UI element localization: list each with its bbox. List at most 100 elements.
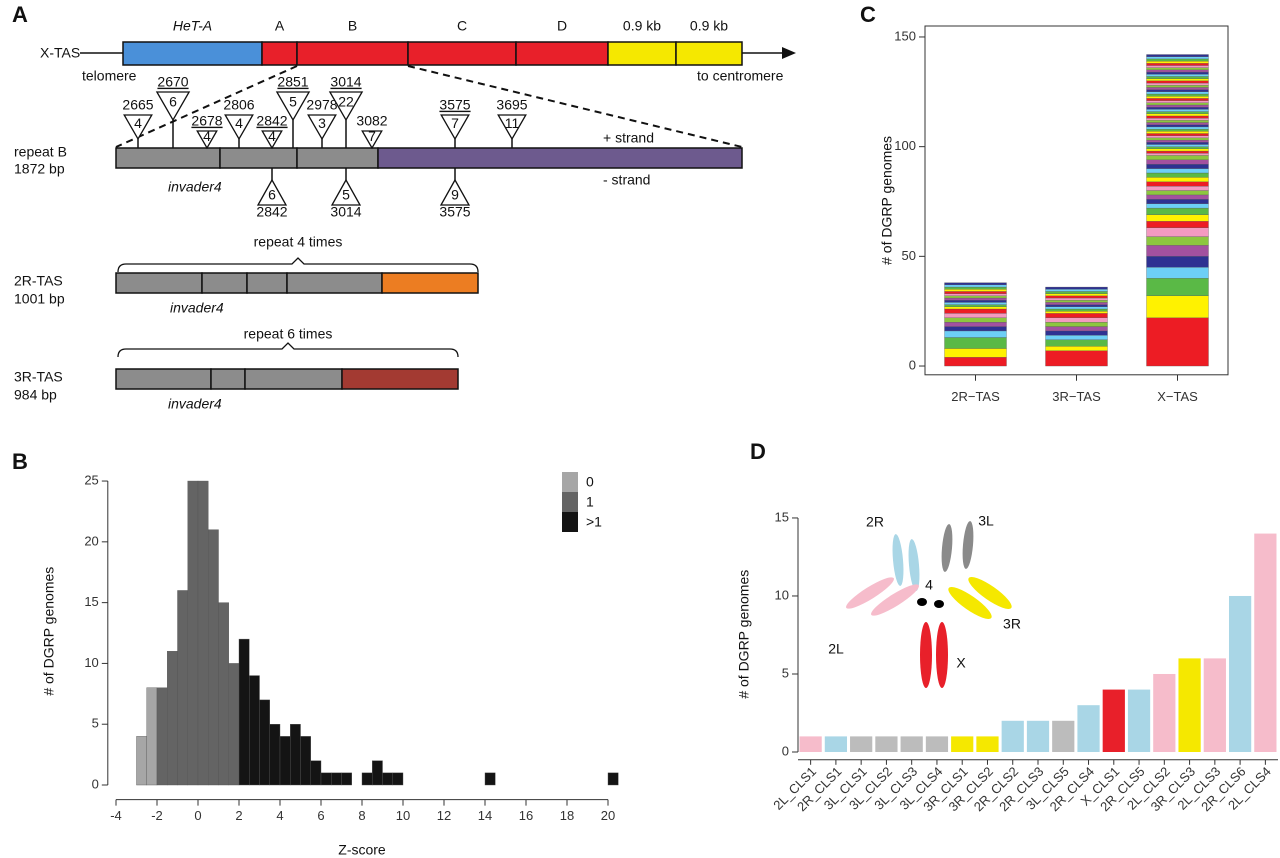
bar-segment <box>1146 117 1209 121</box>
x-tick-label: 14 <box>478 808 492 823</box>
bar <box>875 736 898 752</box>
bar-segment <box>1045 326 1108 332</box>
bar-segment <box>944 291 1007 294</box>
chromosome <box>871 584 919 616</box>
chromosome <box>846 577 894 609</box>
bar-segment <box>1146 80 1209 84</box>
bar-segment <box>944 302 1007 305</box>
histogram-bar <box>269 724 281 786</box>
y-tick-label: 100 <box>894 138 916 153</box>
histogram-bar <box>208 529 219 786</box>
bar <box>824 736 848 752</box>
histogram-bar <box>361 772 373 786</box>
segment <box>607 41 677 66</box>
x-tick-label: 2R−TAS <box>951 389 1000 404</box>
bar <box>1001 720 1024 752</box>
legend-swatch <box>562 492 578 512</box>
repeat-segment <box>115 272 203 294</box>
bar-segment <box>1045 302 1108 305</box>
histogram-bar <box>197 480 209 786</box>
histogram-bar <box>218 602 229 786</box>
histogram-bar <box>607 772 619 786</box>
segment-label: 0.9 kb <box>623 18 661 34</box>
insertion-count: 7 <box>451 115 459 131</box>
x-tick-label: X−TAS <box>1157 389 1198 404</box>
bar-segment <box>1045 293 1108 296</box>
bar-segment <box>1146 102 1209 106</box>
bar-segment <box>1146 135 1209 139</box>
y-axis-label: # of DGRP genomes <box>41 567 57 696</box>
repeat-segment <box>341 368 459 390</box>
chromosome-label: 4 <box>925 577 933 593</box>
repeat-segment <box>244 368 343 390</box>
bar-segment <box>1146 76 1209 79</box>
repeat-segment <box>219 147 298 169</box>
segment <box>122 41 263 66</box>
brace <box>117 342 459 358</box>
bar <box>900 736 923 752</box>
bar-segment <box>1146 181 1209 187</box>
zoom-line <box>407 65 743 148</box>
y-axis-label: # of DGRP genomes <box>879 136 895 265</box>
chromosome <box>917 598 927 606</box>
bar-segment <box>1045 308 1108 312</box>
bar <box>1102 689 1125 752</box>
bar-segment <box>1146 65 1209 68</box>
bar-segment <box>1146 177 1209 182</box>
insertion <box>256 178 288 206</box>
y-tick-label: 20 <box>84 533 98 548</box>
legend-label: 0 <box>586 474 594 490</box>
histogram-bar <box>290 724 301 786</box>
bar-segment <box>1146 194 1209 200</box>
bar-segment <box>1146 159 1209 165</box>
histogram-bar <box>372 760 383 786</box>
bar-segment <box>1146 190 1209 196</box>
bar-segment <box>1146 133 1209 136</box>
chromosome <box>934 600 944 608</box>
insertion <box>439 178 471 206</box>
bar-segment <box>1045 330 1108 336</box>
x-tick-label: 8 <box>358 808 365 823</box>
chromosome-label: 2L <box>828 641 844 657</box>
bar-segment <box>944 300 1007 303</box>
bar-segment <box>1146 96 1209 99</box>
chromosome-label: 3R-TAS <box>14 369 63 385</box>
y-tick-label: 50 <box>902 248 916 263</box>
chromosome <box>920 622 932 688</box>
insertion <box>497 114 527 141</box>
insertion <box>261 130 283 150</box>
bar-segment <box>1146 98 1209 101</box>
segment-label: HeT-A <box>173 18 212 34</box>
bar-segment <box>1146 89 1209 92</box>
insertion <box>307 114 337 141</box>
bar-segment <box>944 348 1007 358</box>
insertion-position: 2851 <box>277 74 308 90</box>
bar-segment <box>944 295 1007 299</box>
bar-segment <box>1146 107 1209 110</box>
insertion <box>328 91 364 122</box>
bar-segment <box>944 313 1007 318</box>
repeat-segment <box>296 147 379 169</box>
insertion-count: 4 <box>134 115 142 131</box>
bar-segment <box>944 330 1007 338</box>
x-tick-label: 6 <box>317 808 324 823</box>
bar-segment <box>1045 317 1108 323</box>
y-tick-label: 15 <box>84 594 98 609</box>
x-axis-label: Z-score <box>338 842 386 858</box>
bar-segment <box>1146 139 1209 143</box>
segment <box>296 41 409 66</box>
bar <box>951 736 974 752</box>
segment-label: C <box>457 18 467 34</box>
histogram-bar <box>156 687 168 786</box>
length-label: 984 bp <box>14 387 57 403</box>
y-tick-label: 0 <box>92 776 99 791</box>
brace <box>117 257 479 273</box>
insertion <box>440 114 470 141</box>
histogram-bar <box>187 480 199 786</box>
bar <box>1052 720 1075 752</box>
bar-segment <box>1146 63 1209 66</box>
bar <box>1127 689 1151 752</box>
end-label: telomere <box>82 68 137 84</box>
bar <box>1153 673 1176 752</box>
